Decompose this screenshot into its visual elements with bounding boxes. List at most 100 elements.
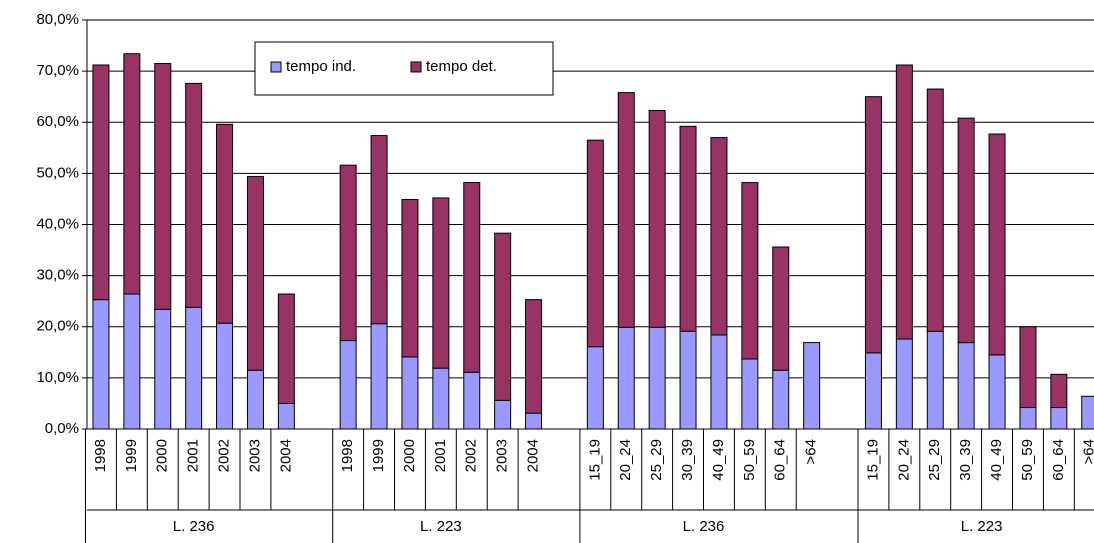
bar-segment [957, 342, 975, 430]
x-tick-label: 20_24 [895, 439, 912, 481]
legend-swatch [270, 61, 282, 73]
x-tick-label: 2003 [494, 439, 511, 472]
bar-segment [432, 197, 450, 369]
x-tick-label: 2000 [401, 439, 418, 472]
group-label: L. 236 [683, 518, 725, 535]
bar-segment [926, 88, 944, 332]
bar-segment [246, 369, 264, 430]
bar-segment [525, 299, 543, 414]
bar-segment [494, 232, 512, 401]
bar-segment [1019, 407, 1037, 430]
x-tick-label: 20_24 [617, 439, 634, 481]
group-label: L. 236 [173, 518, 215, 535]
bar-segment [864, 352, 882, 430]
x-tick-label: 40_49 [710, 439, 727, 481]
bar-segment [741, 182, 759, 360]
y-tick-label: 80,0% [36, 11, 79, 28]
bar-segment [185, 306, 203, 430]
bar-segment [926, 330, 944, 430]
bar-segment [679, 125, 697, 332]
bar-segment [277, 293, 295, 404]
x-tick-label: 1999 [123, 439, 140, 472]
x-tick-label: >64 [803, 439, 820, 464]
bar-segment [1050, 373, 1068, 409]
x-tick-label: 2001 [185, 439, 202, 472]
y-tick-label: 70,0% [36, 62, 79, 79]
legend-swatch [410, 61, 422, 73]
x-tick-label: 1999 [370, 439, 387, 472]
x-tick-label: 50_59 [741, 439, 758, 481]
y-tick-label: 30,0% [36, 267, 79, 284]
x-tick-label: 15_19 [864, 439, 881, 481]
bar-segment [988, 133, 1006, 356]
bar-segment [370, 323, 388, 430]
bar-segment [741, 358, 759, 430]
y-tick-label: 0,0% [45, 420, 79, 437]
bar-segment [463, 182, 481, 373]
x-tick-label: 30_39 [957, 439, 974, 481]
y-tick-label: 40,0% [36, 215, 79, 232]
group-label: L. 223 [420, 518, 462, 535]
bar-segment [710, 334, 728, 430]
bar-segment [525, 412, 543, 430]
bar-segment [370, 135, 388, 325]
bar-segment [710, 137, 728, 336]
bar-segment [432, 367, 450, 430]
x-tick-label: 60_64 [1050, 439, 1067, 481]
x-tick-label: 40_49 [988, 439, 1005, 481]
x-tick-label: 30_39 [679, 439, 696, 481]
x-tick-label: 2004 [525, 439, 542, 472]
x-tick-label: 2002 [463, 439, 480, 472]
bar-segment [339, 340, 357, 430]
bar-segment [864, 96, 882, 354]
bar-segment [463, 371, 481, 430]
legend-box [254, 41, 554, 96]
x-tick-label: 50_59 [1019, 439, 1036, 481]
bar-segment [679, 330, 697, 430]
legend: tempo ind. tempo det. [254, 41, 554, 96]
bar-segment [803, 342, 821, 430]
bar-segment [617, 326, 635, 430]
bar-segment [401, 198, 419, 358]
bar-segment [586, 139, 604, 348]
bar-segment [277, 402, 295, 430]
bar-segment [216, 322, 234, 430]
bar-segment [988, 354, 1006, 430]
bar-segment [648, 326, 666, 430]
x-tick-label: 2004 [277, 439, 294, 472]
x-tick-label: 2000 [154, 439, 171, 472]
x-tick-label: 2002 [216, 439, 233, 472]
y-tick-label: 20,0% [36, 318, 79, 335]
bar-segment [957, 117, 975, 344]
x-tick-label: 25_29 [648, 439, 665, 481]
y-tick-label: 50,0% [36, 164, 79, 181]
group-label: L. 223 [961, 518, 1003, 535]
bar-segment [92, 299, 110, 430]
bar-segment [772, 369, 790, 430]
bar-segment [123, 293, 141, 430]
x-tick-label: >64 [1081, 439, 1094, 464]
bar-segment [895, 338, 913, 430]
x-tick-label: 25_29 [926, 439, 943, 481]
bar-segment [1081, 395, 1094, 430]
bar-segment [895, 64, 913, 340]
bar-segment [1050, 407, 1068, 430]
x-tick-label: 60_64 [772, 439, 789, 481]
bar-segment [246, 175, 264, 371]
bar-segment [617, 92, 635, 328]
bar-segment [648, 109, 666, 328]
bar-segment [401, 356, 419, 430]
bar-segment [494, 399, 512, 430]
bar-segment [92, 64, 110, 301]
bar-segment [154, 308, 172, 430]
legend-label: tempo ind. [286, 58, 356, 75]
bar-segment [1019, 326, 1037, 409]
x-tick-label: 2003 [246, 439, 263, 472]
bar-segment [123, 53, 141, 295]
bar-segment [772, 246, 790, 371]
bar-segment [339, 164, 357, 342]
x-tick-label: 1998 [339, 439, 356, 472]
bar-segment [185, 82, 203, 308]
bar-segment [154, 62, 172, 310]
